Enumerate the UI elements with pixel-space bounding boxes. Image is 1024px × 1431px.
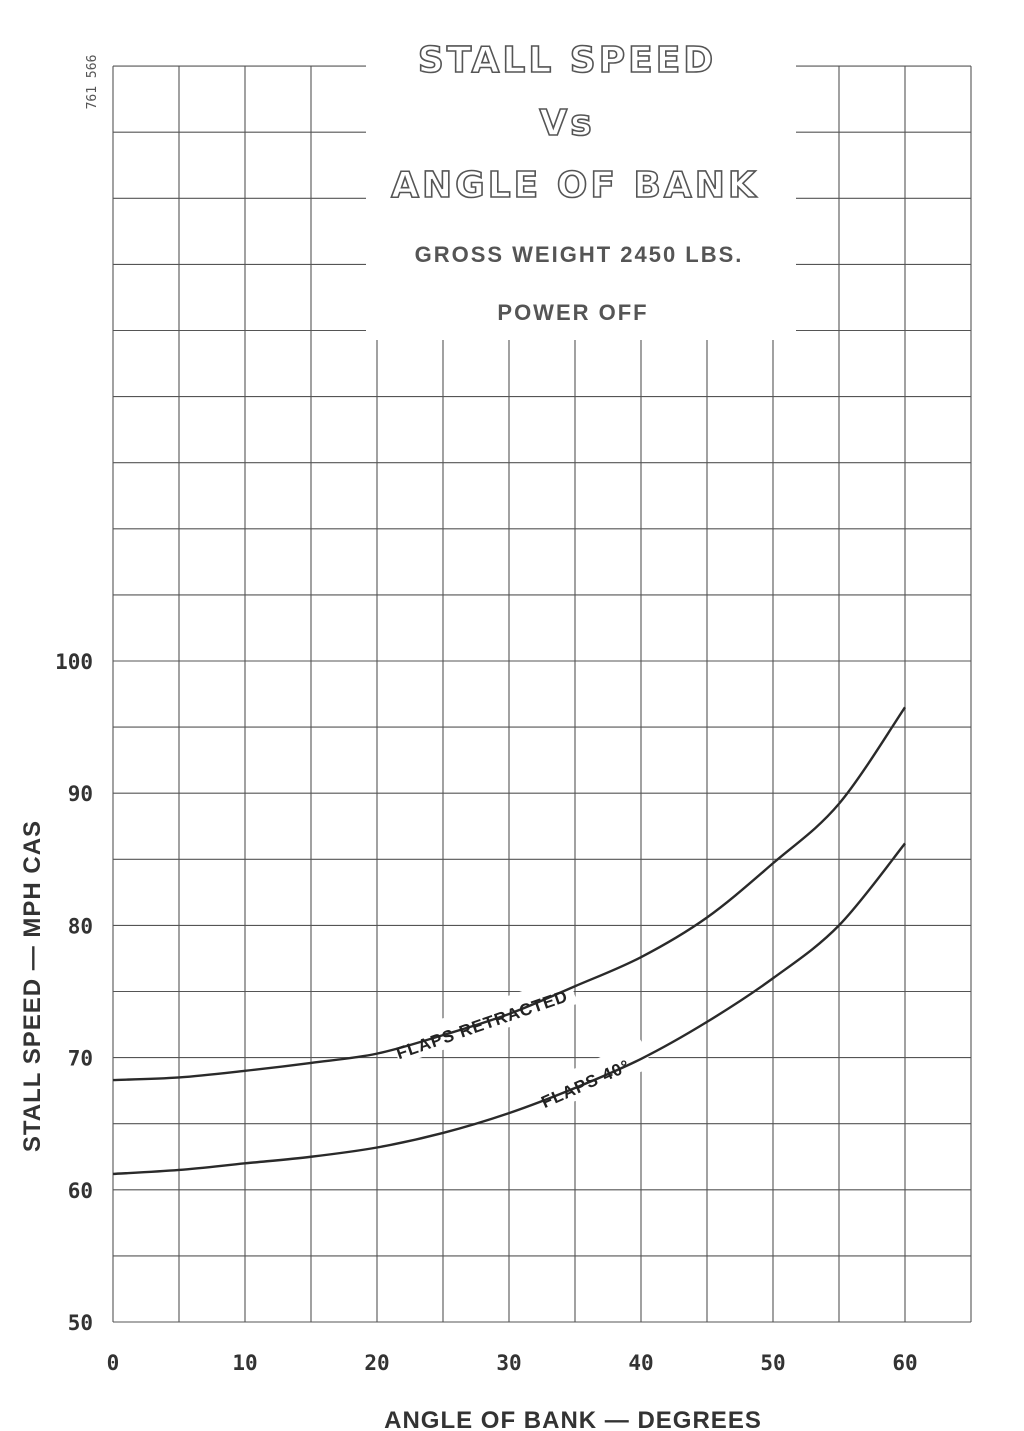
x-tick-labels: 0 10 20 30 40 50 60 xyxy=(107,1351,918,1375)
y-axis-title: STALL SPEED — MPH CAS xyxy=(19,820,46,1152)
series-label-bg-retracted xyxy=(390,975,578,1065)
title-background xyxy=(366,22,796,340)
curve-flaps-retracted xyxy=(112,706,906,1082)
title-line-3: ANGLE OF BANK xyxy=(391,165,759,206)
y-tick-label: 80 xyxy=(68,914,93,938)
title-line-2: Vs xyxy=(539,103,594,144)
series-label-flaps-retracted: FLAPS RETRACTED xyxy=(394,986,571,1063)
y-tick-label: 100 xyxy=(55,650,93,674)
x-axis-title: ANGLE OF BANK — DEGREES xyxy=(384,1407,762,1431)
x-tick-label: 50 xyxy=(760,1351,785,1375)
y-tick-label: 90 xyxy=(68,782,93,806)
curves xyxy=(112,706,906,1176)
subtitle-line-1: GROSS WEIGHT 2450 LBS. xyxy=(415,242,744,267)
y-tick-label: 50 xyxy=(68,1311,93,1335)
x-tick-label: 60 xyxy=(892,1351,917,1375)
x-tick-label: 40 xyxy=(628,1351,653,1375)
document-code: 761 566 xyxy=(85,55,100,110)
title-line-1: STALL SPEED xyxy=(418,40,716,81)
subtitle-line-2: POWER OFF xyxy=(497,300,648,325)
x-tick-label: 0 xyxy=(107,1351,120,1375)
x-tick-label: 20 xyxy=(364,1351,389,1375)
x-tick-label: 10 xyxy=(232,1351,257,1375)
y-tick-label: 60 xyxy=(68,1179,93,1203)
curve-flaps-40 xyxy=(112,842,906,1176)
x-tick-label: 30 xyxy=(496,1351,521,1375)
y-tick-labels: 50 60 70 80 90 100 xyxy=(55,650,93,1335)
y-tick-label: 70 xyxy=(68,1047,93,1071)
title-block: STALL SPEED Vs ANGLE OF BANK GROSS WEIGH… xyxy=(390,39,759,325)
series-label-bg-flaps40 xyxy=(523,1039,653,1119)
